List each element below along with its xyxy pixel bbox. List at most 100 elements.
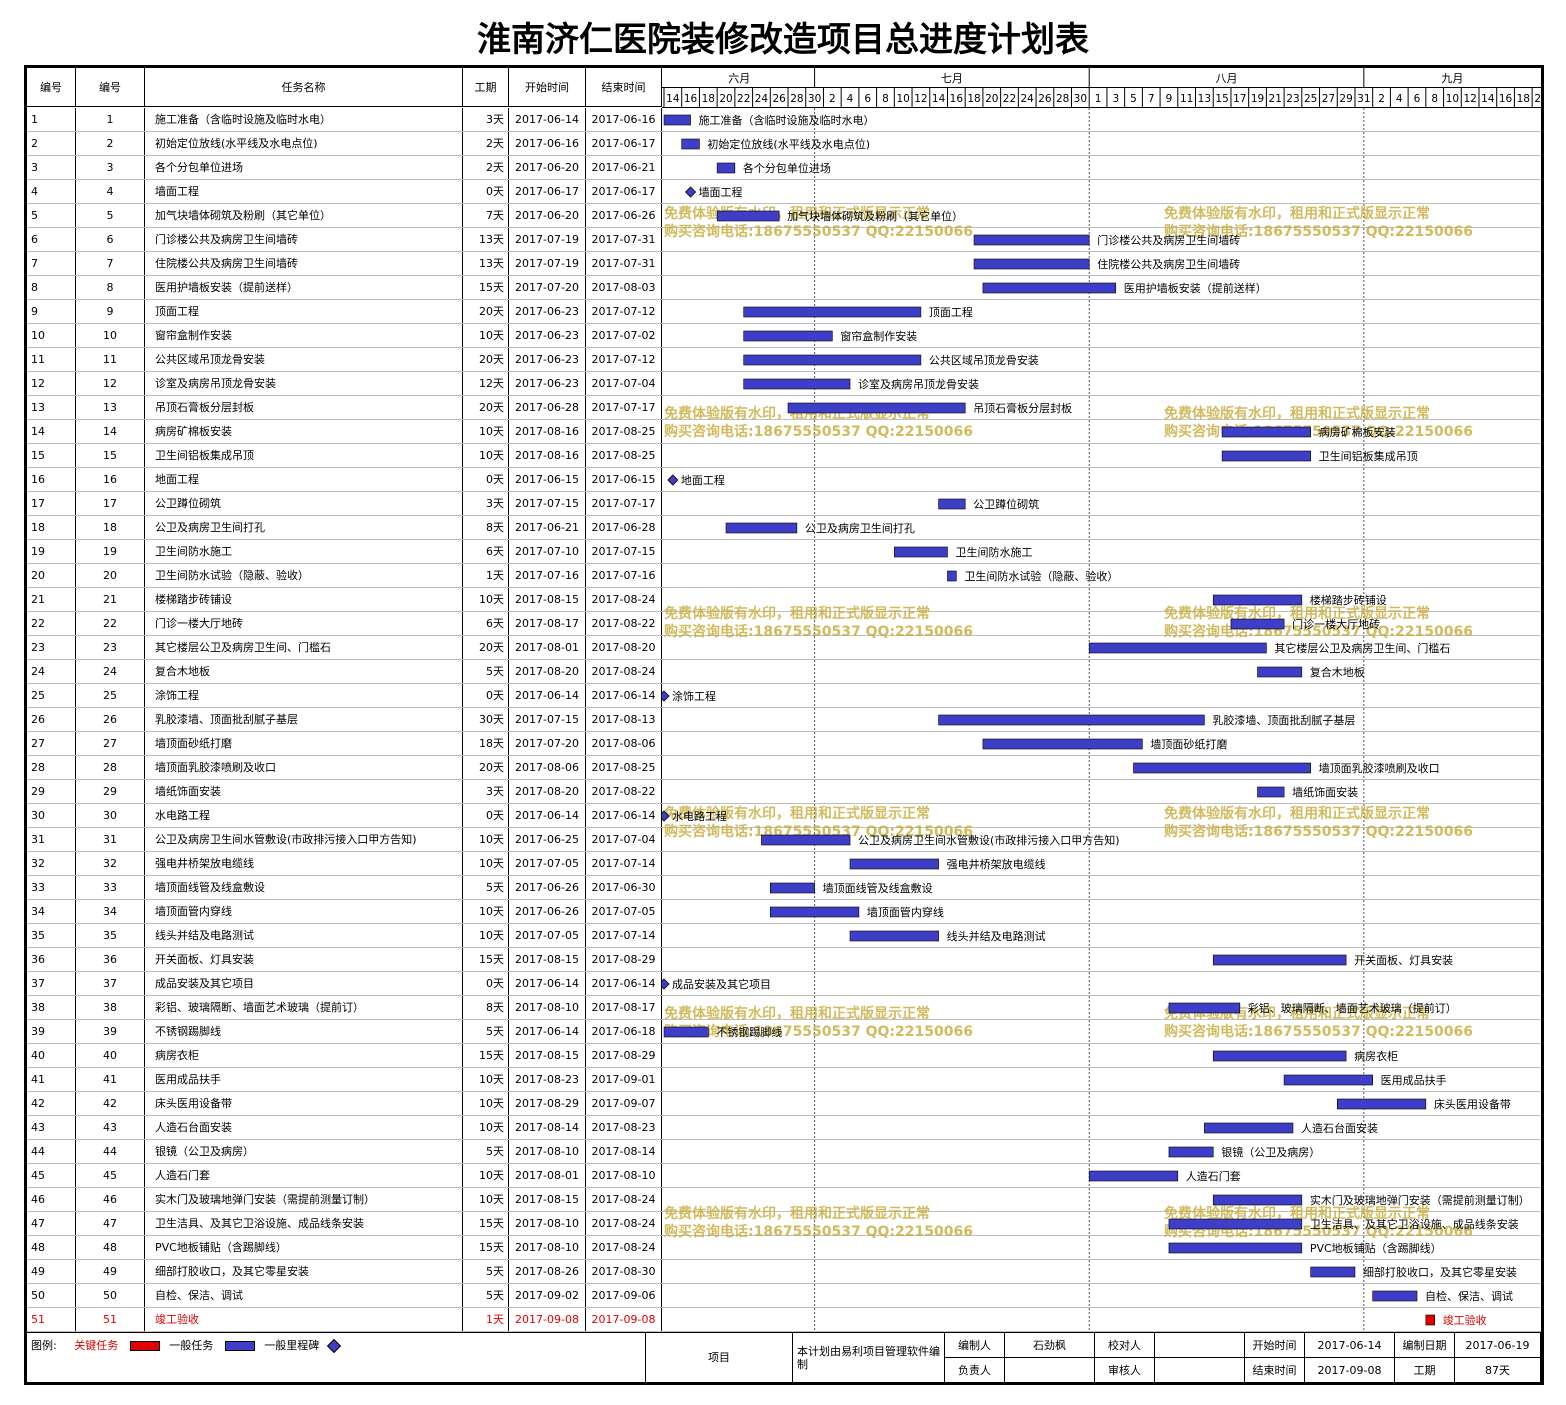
- table-row[interactable]: 3 3 各个分包单位进场 2天 2017-06-20 2017-06-21: [27, 156, 662, 180]
- task-wbs-cell: 44: [76, 1140, 145, 1163]
- table-row[interactable]: 13 13 吊顶石膏板分层封板 20天 2017-06-28 2017-07-17: [27, 396, 662, 420]
- table-row[interactable]: 23 23 其它楼层公卫及病房卫生间、门槛石 20天 2017-08-01 2017-08…: [27, 636, 662, 660]
- table-row[interactable]: 37 37 成品安装及其它项目 0天 2017-06-14 2017-06-14: [27, 972, 662, 996]
- table-row[interactable]: 44 44 银镜（公卫及病房） 5天 2017-08-10 2017-08-14: [27, 1140, 662, 1164]
- task-bar: [1088, 642, 1267, 654]
- task-start-cell: 2017-06-14: [509, 1020, 586, 1043]
- task-name-cell: 线头并结及电路测试: [145, 924, 463, 947]
- footer-end-label: 结束时间: [1245, 1358, 1305, 1383]
- task-bar: [663, 1026, 709, 1038]
- table-row[interactable]: 30 30 水电路工程 0天 2017-06-14 2017-06-14: [27, 804, 662, 828]
- table-row[interactable]: 42 42 床头医用设备带 10天 2017-08-29 2017-09-07: [27, 1092, 662, 1116]
- table-row[interactable]: 49 49 细部打胶收口，及其它零星安装 5天 2017-08-26 2017-08-30: [27, 1260, 662, 1284]
- watermark-line2: 购买咨询电话:18675550537 QQ:22150066: [1164, 1023, 1473, 1040]
- task-duration-cell: 5天: [463, 1140, 509, 1163]
- task-bar: [1168, 1242, 1303, 1254]
- table-row[interactable]: 7 7 住院楼公共及病房卫生间墙砖 13天 2017-07-19 2017-07-31: [27, 252, 662, 276]
- day-tick-label: 16: [950, 93, 964, 105]
- month-label: 七月: [941, 72, 963, 85]
- watermark-line1: 免费体验版有水印，租用和正式版显示正常: [664, 805, 930, 822]
- table-row[interactable]: 35 35 线头并结及电路测试 10天 2017-07-05 2017-07-14: [27, 924, 662, 948]
- task-duration-cell: 15天: [463, 276, 509, 299]
- bar-label: 其它楼层公卫及病房卫生间、门槛石: [1274, 641, 1450, 655]
- table-row[interactable]: 43 43 人造石台面安装 10天 2017-08-14 2017-08-23: [27, 1116, 662, 1140]
- table-row[interactable]: 41 41 医用成品扶手 10天 2017-08-23 2017-09-01: [27, 1068, 662, 1092]
- task-duration-cell: 20天: [463, 756, 509, 779]
- task-end-cell: 2017-08-29: [586, 948, 662, 971]
- task-duration-cell: 15天: [463, 1236, 509, 1259]
- table-row[interactable]: 38 38 彩铝、玻璃隔断、墙面艺术玻璃（提前订） 8天 2017-08-10 2017-…: [27, 996, 662, 1020]
- table-row[interactable]: 11 11 公共区域吊顶龙骨安装 20天 2017-06-23 2017-07-12: [27, 348, 662, 372]
- table-row[interactable]: 1 1 施工准备（含临时设施及临时水电） 3天 2017-06-14 2017-06-16: [27, 108, 662, 132]
- task-bar: [1212, 1194, 1303, 1206]
- table-row[interactable]: 36 36 开关面板、灯具安装 15天 2017-08-15 2017-08-29: [27, 948, 662, 972]
- table-row[interactable]: 48 48 PVC地板铺贴（含踢脚线） 15天 2017-08-10 2017-08-24: [27, 1236, 662, 1260]
- task-start-cell: 2017-08-17: [509, 612, 586, 635]
- table-row[interactable]: 46 46 实木门及玻璃地弹门安装（需提前测量订制） 10天 2017-08-15 201…: [27, 1188, 662, 1212]
- task-wbs-cell: 21: [76, 588, 145, 611]
- table-row[interactable]: 39 39 不锈钢踢脚线 5天 2017-06-14 2017-06-18: [27, 1020, 662, 1044]
- task-end-cell: 2017-08-29: [586, 1044, 662, 1067]
- table-row[interactable]: 32 32 强电井桥架放电缆线 10天 2017-07-05 2017-07-14: [27, 852, 662, 876]
- footer-software-note: 本计划由易利项目管理软件编制: [793, 1333, 945, 1383]
- table-row[interactable]: 29 29 墙纸饰面安装 3天 2017-08-20 2017-08-22: [27, 780, 662, 804]
- task-wbs-cell: 36: [76, 948, 145, 971]
- task-start-cell: 2017-08-06: [509, 756, 586, 779]
- task-start-cell: 2017-06-16: [509, 132, 586, 155]
- table-row[interactable]: 8 8 医用护墙板安装（提前送样） 15天 2017-07-20 2017-08-03: [27, 276, 662, 300]
- gantt-grid: 编号 编号 任务名称 工期 开始时间 结束时间 1 1 施工准备（含临时设施及临时水…: [27, 68, 1541, 1332]
- table-row[interactable]: 19 19 卫生间防水施工 6天 2017-07-10 2017-07-15: [27, 540, 662, 564]
- task-end-cell: 2017-09-07: [586, 1092, 662, 1115]
- task-end-cell: 2017-08-30: [586, 1260, 662, 1283]
- footer-author-label: 编制人: [945, 1333, 1005, 1358]
- footer-start: 2017-06-14: [1305, 1333, 1395, 1358]
- table-row[interactable]: 16 16 地面工程 0天 2017-06-15 2017-06-15: [27, 468, 662, 492]
- table-row[interactable]: 25 25 涂饰工程 0天 2017-06-14 2017-06-14: [27, 684, 662, 708]
- table-row[interactable]: 15 15 卫生间铝板集成吊顶 10天 2017-08-16 2017-08-25: [27, 444, 662, 468]
- task-end-cell: 2017-08-24: [586, 660, 662, 683]
- task-start-cell: 2017-06-23: [509, 348, 586, 371]
- task-duration-cell: 1天: [463, 564, 509, 587]
- table-row[interactable]: 6 6 门诊楼公共及病房卫生间墙砖 13天 2017-07-19 2017-07-31: [27, 228, 662, 252]
- task-id-cell: 33: [27, 876, 76, 899]
- footer-end: 2017-09-08: [1305, 1358, 1395, 1383]
- task-start-cell: 2017-08-10: [509, 1140, 586, 1163]
- table-row[interactable]: 40 40 病房衣柜 15天 2017-08-15 2017-08-29: [27, 1044, 662, 1068]
- table-row[interactable]: 21 21 楼梯踏步砖铺设 10天 2017-08-15 2017-08-24: [27, 588, 662, 612]
- table-row[interactable]: 10 10 窗帘盒制作安装 10天 2017-06-23 2017-07-02: [27, 324, 662, 348]
- day-tick-label: 10: [1446, 93, 1459, 105]
- task-wbs-cell: 34: [76, 900, 145, 923]
- task-name-cell: 地面工程: [145, 468, 463, 491]
- table-row[interactable]: 34 34 墙顶面管内穿线 10天 2017-06-26 2017-07-05: [27, 900, 662, 924]
- table-row[interactable]: 17 17 公卫蹲位砌筑 3天 2017-07-15 2017-07-17: [27, 492, 662, 516]
- table-row[interactable]: 5 5 加气块墙体砌筑及粉刷（其它单位） 7天 2017-06-20 2017-06-26: [27, 204, 662, 228]
- table-row[interactable]: 47 47 卫生洁具、及其它卫浴设施、成品线条安装 15天 2017-08-10 2017…: [27, 1212, 662, 1236]
- bar-label: 医用护墙板安装（提前送样）: [1124, 281, 1267, 295]
- table-row[interactable]: 28 28 墙顶面乳胶漆喷刷及收口 20天 2017-08-06 2017-08-25: [27, 756, 662, 780]
- table-row[interactable]: 20 20 卫生间防水试验（隐蔽、验收） 1天 2017-07-16 2017-07-16: [27, 564, 662, 588]
- task-id-cell: 17: [27, 492, 76, 515]
- table-row[interactable]: 9 9 顶面工程 20天 2017-06-23 2017-07-12: [27, 300, 662, 324]
- table-row[interactable]: 45 45 人造石门套 10天 2017-08-01 2017-08-10: [27, 1164, 662, 1188]
- watermark-line2: 购买咨询电话:18675550537 QQ:22150066: [664, 423, 973, 440]
- task-start-cell: 2017-06-15: [509, 468, 586, 491]
- table-row[interactable]: 18 18 公卫及病房卫生间打孔 8天 2017-06-21 2017-06-28: [27, 516, 662, 540]
- table-row[interactable]: 26 26 乳胶漆墙、顶面批刮腻子基层 30天 2017-07-15 2017-08-13: [27, 708, 662, 732]
- table-row[interactable]: 2 2 初始定位放线(水平线及水电点位) 2天 2017-06-16 2017-06-17: [27, 132, 662, 156]
- table-row[interactable]: 14 14 病房矿棉板安装 10天 2017-08-16 2017-08-25: [27, 420, 662, 444]
- table-row[interactable]: 24 24 复合木地板 5天 2017-08-20 2017-08-24: [27, 660, 662, 684]
- table-row[interactable]: 12 12 诊室及病房吊顶龙骨安装 12天 2017-06-23 2017-07-04: [27, 372, 662, 396]
- table-row[interactable]: 22 22 门诊一楼大厅地砖 6天 2017-08-17 2017-08-22: [27, 612, 662, 636]
- task-wbs-cell: 9: [76, 300, 145, 323]
- task-duration-cell: 5天: [463, 1284, 509, 1307]
- milestone-diamond: [662, 978, 670, 990]
- bar-label: 人造石门套: [1186, 1169, 1241, 1183]
- table-row[interactable]: 27 27 墙顶面砂纸打磨 18天 2017-07-20 2017-08-06: [27, 732, 662, 756]
- task-start-cell: 2017-08-20: [509, 660, 586, 683]
- table-row[interactable]: 33 33 墙顶面线管及线盒敷设 5天 2017-06-26 2017-06-30: [27, 876, 662, 900]
- table-row[interactable]: 51 51 竣工验收 1天 2017-09-08 2017-09-08: [27, 1308, 662, 1332]
- task-name-cell: 顶面工程: [145, 300, 463, 323]
- table-row[interactable]: 4 4 墙面工程 0天 2017-06-17 2017-06-17: [27, 180, 662, 204]
- table-row[interactable]: 31 31 公卫及病房卫生间水管敷设(市政排污接入口甲方告知) 10天 2017-06-…: [27, 828, 662, 852]
- table-row[interactable]: 50 50 自检、保洁、调试 5天 2017-09-02 2017-09-06: [27, 1284, 662, 1308]
